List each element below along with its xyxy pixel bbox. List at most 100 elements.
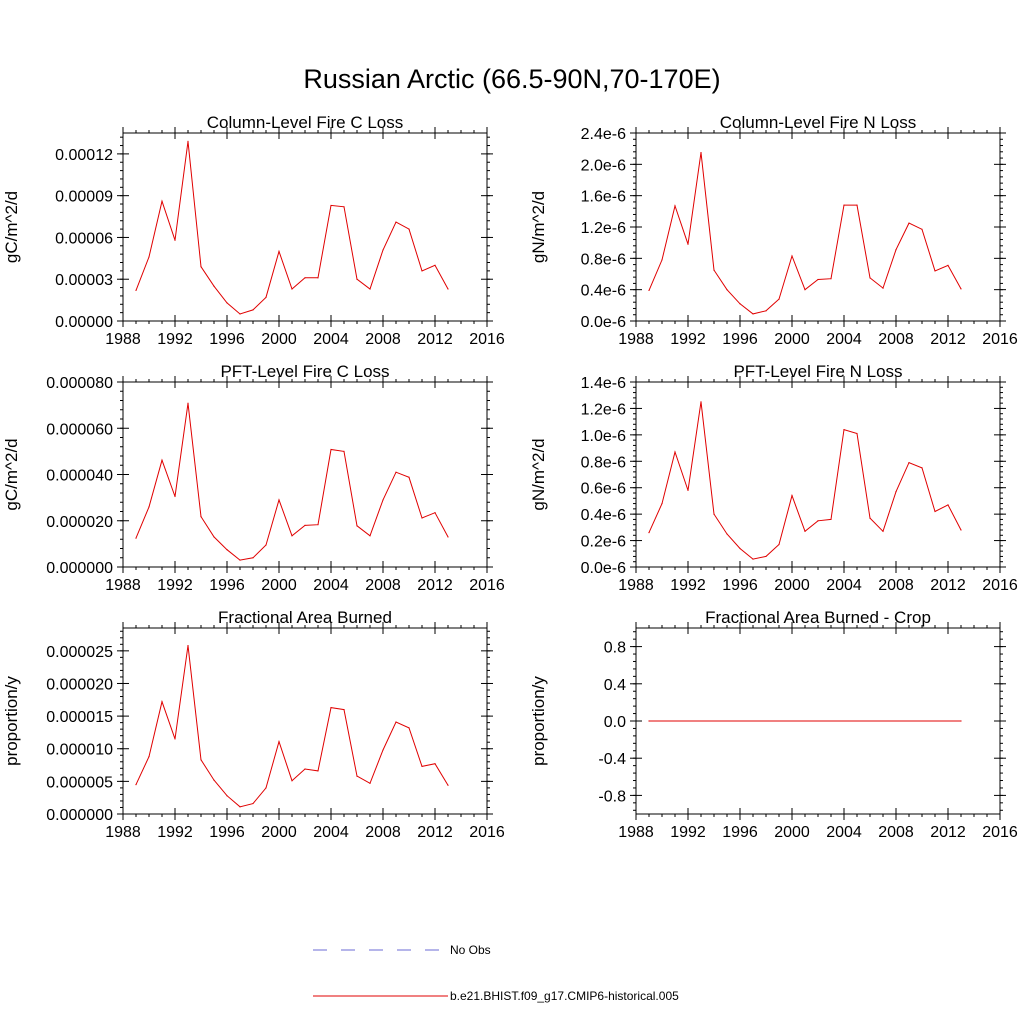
data-point <box>765 555 767 558</box>
y-tick-label: 0.4e-6 <box>581 283 626 300</box>
data-point <box>817 520 819 522</box>
data-point <box>395 471 397 473</box>
data-point <box>843 428 845 431</box>
data-point <box>895 249 897 251</box>
data-point <box>395 221 397 223</box>
y-tick-label: 0.000020 <box>46 676 113 693</box>
data-point <box>330 204 332 207</box>
data-point <box>908 462 910 464</box>
legend-entry-no-obs: No Obs <box>313 943 491 957</box>
y-tick-label: 2.4e-6 <box>581 126 626 143</box>
data-point <box>700 401 702 403</box>
y-tick-label: 0.0 <box>604 714 626 731</box>
data-point <box>265 544 267 546</box>
x-tick-label: 2004 <box>313 577 349 594</box>
data-point <box>265 296 267 298</box>
y-axis-label: gC/m^2/d <box>2 191 21 263</box>
data-point <box>239 559 241 561</box>
data-point <box>408 476 410 478</box>
data-point <box>187 402 189 404</box>
x-tick-label: 2000 <box>774 824 810 841</box>
data-point <box>226 549 228 551</box>
data-point <box>726 533 728 535</box>
y-tick-label: 0.00009 <box>55 189 113 206</box>
data-point <box>856 432 858 435</box>
data-point <box>187 645 189 647</box>
series-line-1 <box>135 141 449 315</box>
data-point <box>804 530 806 532</box>
x-tick-label: 2008 <box>878 577 914 594</box>
data-point <box>278 499 280 501</box>
data-point <box>265 787 267 789</box>
data-point <box>382 249 384 251</box>
data-point <box>434 763 436 765</box>
series-line-1 <box>648 401 962 560</box>
y-tick-label: 1.4e-6 <box>581 375 626 392</box>
chart-panel-2: Column-Level Fire N Loss gN/m^2/d 1988 1992… <box>529 113 1018 348</box>
x-tick-label: 2012 <box>930 577 966 594</box>
data-point <box>161 200 163 202</box>
data-point <box>752 558 754 560</box>
x-tick-label: 2016 <box>469 331 505 348</box>
x-tick-label: 2008 <box>878 331 914 348</box>
data-point <box>700 151 702 154</box>
data-point <box>921 467 923 469</box>
data-point <box>148 506 150 508</box>
data-point <box>713 269 715 271</box>
x-tick-label: 2016 <box>469 577 505 594</box>
data-point <box>135 289 137 291</box>
x-tick-label: 1992 <box>157 331 193 348</box>
data-point <box>161 701 163 703</box>
data-point <box>356 278 358 280</box>
chart-panel-6: Fractional Area Burned - Crop proportion/… <box>529 608 1018 841</box>
x-tick-label: 2004 <box>313 331 349 348</box>
data-point <box>895 491 897 493</box>
x-tick-label: 2012 <box>930 824 966 841</box>
y-tick-label: 0.000040 <box>46 468 113 485</box>
data-point <box>213 536 215 538</box>
x-tick-label: 2000 <box>774 577 810 594</box>
x-tick-label: 1992 <box>157 577 193 594</box>
data-point <box>778 298 780 300</box>
data-point <box>135 537 137 539</box>
chart-panel-4: PFT-Level Fire N Loss gN/m^2/d 1988 1992 199… <box>529 362 1018 594</box>
y-tick-label: 1.2e-6 <box>581 220 626 237</box>
data-point <box>135 784 137 786</box>
data-point <box>947 264 949 266</box>
x-tick-label: 2016 <box>982 824 1018 841</box>
data-point <box>791 255 793 257</box>
y-tick-label: 0.000005 <box>46 774 113 791</box>
y-tick-label: 0.6e-6 <box>581 481 626 498</box>
y-tick-label: 0.0e-6 <box>581 314 626 331</box>
data-point <box>278 740 280 743</box>
panel-title: Column-Level Fire N Loss <box>720 113 917 132</box>
legend-label-no-obs: No Obs <box>450 943 491 957</box>
x-tick-label: 2012 <box>417 824 453 841</box>
plot-frame <box>122 132 488 322</box>
x-tick-label: 1988 <box>105 824 141 841</box>
y-tick-label: 0.4e-6 <box>581 507 626 524</box>
data-point <box>304 277 306 279</box>
data-point <box>421 517 423 519</box>
y-tick-label: 0.0e-6 <box>581 560 626 577</box>
y-tick-label: 0.00006 <box>55 230 113 247</box>
data-point <box>252 309 254 311</box>
x-tick-label: 2012 <box>417 577 453 594</box>
data-point <box>661 259 663 261</box>
data-point <box>252 802 254 805</box>
data-point <box>960 288 962 290</box>
panel-title: PFT-Level Fire C Loss <box>220 362 389 381</box>
data-point <box>434 264 436 266</box>
data-point <box>882 287 884 289</box>
data-point <box>421 270 423 272</box>
data-point <box>161 459 163 461</box>
data-point <box>726 289 728 291</box>
data-point <box>382 749 384 751</box>
data-point <box>356 775 358 777</box>
y-tick-label: 0.000010 <box>46 742 113 759</box>
data-point <box>343 206 345 208</box>
data-point <box>739 303 741 305</box>
data-point <box>343 708 345 711</box>
data-point <box>200 266 202 268</box>
